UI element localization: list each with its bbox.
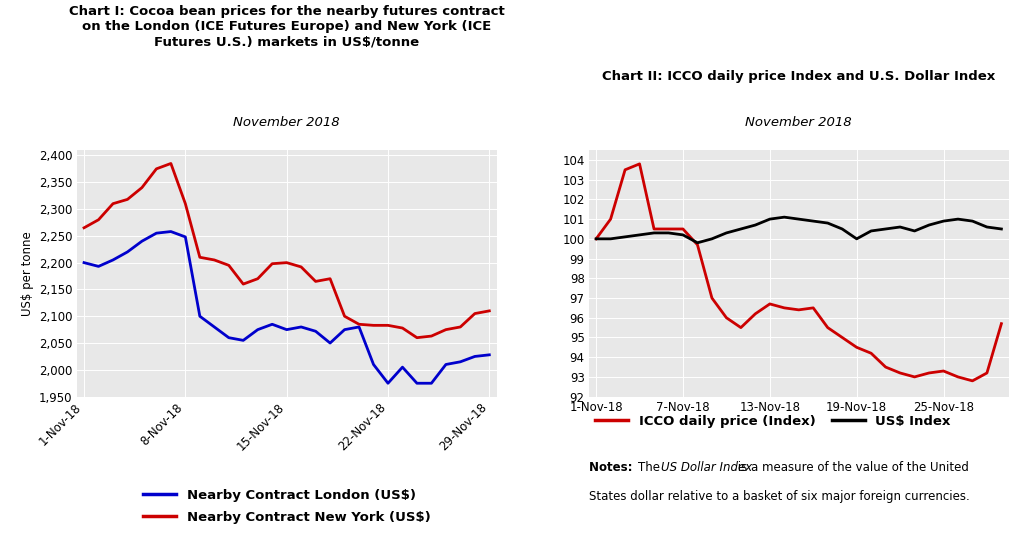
Text: US Dollar Index: US Dollar Index [660,461,752,474]
Legend: ICCO daily price (Index), US$ Index: ICCO daily price (Index), US$ Index [596,414,950,428]
Text: Chart II: ICCO daily price Index and U.S. Dollar Index: Chart II: ICCO daily price Index and U.S… [602,70,995,83]
Text: is a measure of the value of the United: is a measure of the value of the United [734,461,969,474]
Text: Notes:: Notes: [589,461,637,474]
Text: November 2018: November 2018 [233,116,340,129]
Y-axis label: US$ per tonne: US$ per tonne [20,231,34,316]
Text: November 2018: November 2018 [745,116,852,129]
Text: The: The [638,461,664,474]
Text: States dollar relative to a basket of six major foreign currencies.: States dollar relative to a basket of si… [589,490,970,503]
Text: Chart I: Cocoa bean prices for the nearby futures contract
on the London (ICE Fu: Chart I: Cocoa bean prices for the nearb… [69,5,505,48]
Legend: Nearby Contract London (US$), Nearby Contract New York (US$): Nearby Contract London (US$), Nearby Con… [143,489,430,524]
